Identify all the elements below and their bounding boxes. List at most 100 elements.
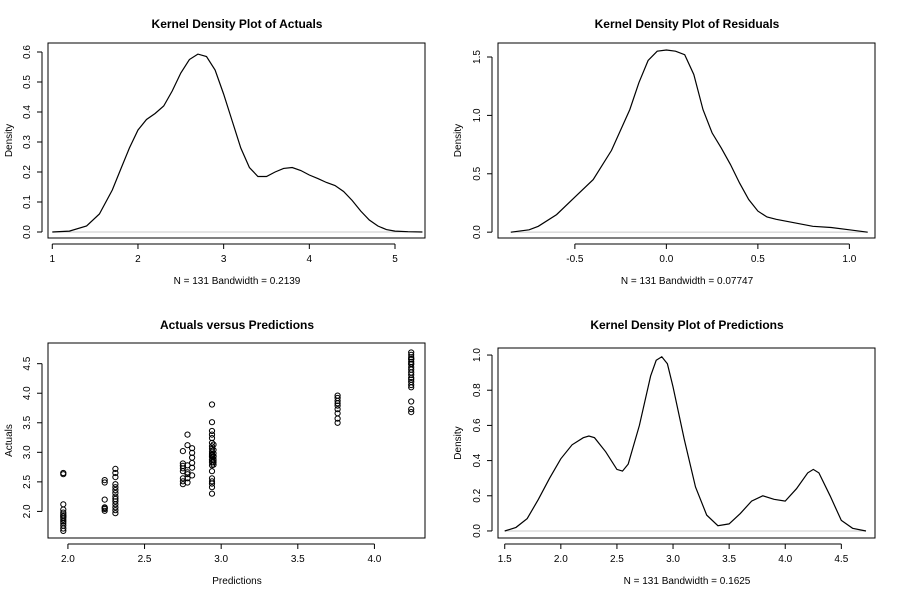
- data-point: [208, 484, 216, 491]
- y-tick-label: 2.5: [22, 474, 33, 488]
- data-point: [408, 381, 415, 389]
- data-point: [210, 453, 217, 460]
- x-axis-label: Predictions: [212, 576, 261, 587]
- x-axis-ticks: -0.5 0.0 0.5 1.0: [566, 243, 857, 265]
- y-tick-label: 0.4: [22, 105, 33, 119]
- y-tick-label: 0.2: [472, 488, 483, 502]
- data-point: [210, 461, 217, 468]
- y-tick-label: 1.5: [472, 50, 483, 64]
- x-tick-label: 3.0: [666, 554, 680, 565]
- density-curve: [52, 53, 423, 233]
- y-tick-label: 0.2: [22, 165, 33, 179]
- x-tick-label: 4.0: [367, 554, 381, 565]
- data-point: [208, 475, 216, 482]
- y-axis-label: Actuals: [4, 424, 15, 457]
- data-point: [210, 446, 217, 454]
- y-tick-label: 0.0: [22, 225, 33, 239]
- x-axis-label: N = 131 Bandwidth = 0.07747: [621, 276, 754, 287]
- data-point: [408, 384, 415, 391]
- x-tick-label: 2.0: [61, 554, 75, 565]
- plot-marks: [60, 349, 415, 535]
- x-axis-label: N = 131 Bandwidth = 0.1625: [624, 576, 751, 587]
- y-axis-label: Density: [4, 124, 15, 157]
- data-point: [101, 479, 108, 486]
- data-point: [60, 501, 67, 508]
- plot-marks: [510, 49, 868, 233]
- y-tick-label: 4.0: [22, 386, 33, 400]
- data-point: [60, 513, 67, 520]
- plot-frame: [47, 342, 426, 539]
- y-tick-label: 0.3: [22, 135, 33, 149]
- data-point: [334, 406, 341, 413]
- data-point: [112, 504, 119, 511]
- data-point: [408, 409, 415, 416]
- data-point: [408, 354, 415, 361]
- chart-title: Actuals versus Predictions: [160, 318, 314, 332]
- y-tick-label: 0.6: [22, 45, 33, 59]
- x-axis-ticks: 1.5 2.0 2.5 3.0 3.5 4.0 4.5: [498, 543, 849, 565]
- data-point: [112, 465, 119, 472]
- data-point: [334, 400, 341, 407]
- data-point: [408, 406, 415, 413]
- data-point: [184, 431, 191, 438]
- chart-title: Kernel Density Plot of Predictions: [590, 318, 784, 332]
- data-point: [112, 498, 119, 505]
- data-point: [408, 374, 415, 381]
- data-point: [101, 496, 108, 503]
- plot-frame: [497, 42, 876, 239]
- data-point: [334, 402, 341, 409]
- data-point: [60, 527, 67, 535]
- data-point: [210, 457, 217, 464]
- data-point: [60, 525, 67, 532]
- chart-title: Kernel Density Plot of Actuals: [152, 17, 323, 31]
- x-tick-label: 0.5: [751, 254, 765, 265]
- y-tick-label: 4.5: [22, 356, 33, 370]
- data-point: [112, 487, 119, 494]
- data-point: [112, 484, 119, 491]
- x-tick-label: 0.0: [659, 254, 673, 265]
- data-point: [408, 360, 415, 367]
- x-tick-label: 4.0: [778, 554, 792, 565]
- y-tick-label: 3.5: [22, 415, 33, 429]
- x-axis-ticks: 2.0 2.5 3.0 3.5 4.0: [61, 543, 382, 565]
- data-point: [60, 516, 67, 523]
- data-point: [208, 490, 216, 497]
- y-tick-label: 2.0: [22, 504, 33, 518]
- data-point: [184, 475, 191, 482]
- data-point: [208, 478, 216, 485]
- x-tick-label: 3.5: [291, 554, 305, 565]
- x-tick-label: 1.0: [842, 254, 856, 265]
- data-point: [408, 398, 415, 405]
- y-tick-label: 0.6: [472, 418, 483, 432]
- data-point: [334, 415, 341, 422]
- x-axis-label: N = 131 Bandwidth = 0.2139: [174, 276, 301, 287]
- data-point: [101, 477, 108, 484]
- data-point: [179, 465, 186, 472]
- data-point: [60, 471, 67, 478]
- data-point: [112, 507, 119, 514]
- y-tick-label: 1.0: [472, 108, 483, 122]
- panel-actuals-density: Kernel Density Plot of Actuals N = 131 B…: [4, 17, 426, 287]
- y-tick-label: 3.0: [22, 445, 33, 459]
- x-tick-label: 3: [221, 254, 227, 265]
- y-tick-label: 0.5: [22, 75, 33, 89]
- data-point: [112, 510, 119, 517]
- data-point: [189, 464, 196, 471]
- x-axis-ticks: 1 2 3 4 5: [50, 243, 398, 265]
- x-tick-label: 3.0: [214, 554, 228, 565]
- data-point: [184, 469, 191, 476]
- density-curve: [510, 49, 868, 233]
- data-point: [208, 401, 216, 408]
- data-point: [208, 439, 216, 446]
- density-curve: [504, 356, 867, 532]
- plot-marks: [52, 53, 423, 233]
- x-tick-label: 2.5: [138, 554, 152, 565]
- x-tick-label: 3.5: [722, 554, 736, 565]
- data-point: [210, 459, 217, 466]
- x-tick-label: 2: [135, 254, 141, 265]
- x-tick-label: 2.5: [610, 554, 624, 565]
- data-point: [112, 490, 119, 497]
- data-point: [208, 431, 216, 438]
- y-tick-label: 0.8: [472, 383, 483, 397]
- data-point: [184, 479, 191, 486]
